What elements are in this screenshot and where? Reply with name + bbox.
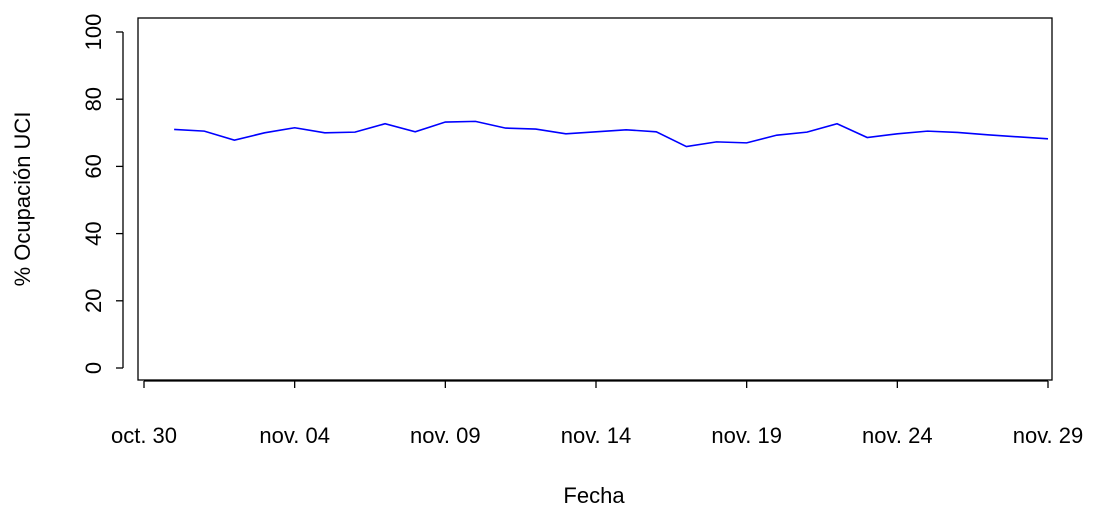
y-tick-label: 80 [81, 87, 106, 111]
y-tick-label: 40 [81, 221, 106, 245]
x-tick-label: nov. 09 [410, 423, 481, 448]
data-line [174, 120, 1049, 148]
x-tick-label: oct. 30 [111, 423, 177, 448]
x-tick-label: nov. 14 [561, 423, 632, 448]
x-tick-label: nov. 24 [862, 423, 933, 448]
y-tick-label: 100 [81, 14, 106, 51]
y-tick-label: 20 [81, 289, 106, 313]
x-tick-label: nov. 04 [259, 423, 330, 448]
x-tick-label: nov. 29 [1013, 423, 1084, 448]
y-tick-label: 0 [81, 362, 106, 374]
plot-box [137, 17, 1053, 381]
y-tick-label: 60 [81, 154, 106, 178]
y-axis-label: % Ocupación UCI [10, 112, 35, 287]
x-tick-label: nov. 19 [711, 423, 782, 448]
x-axis-label: Fecha [563, 483, 625, 508]
